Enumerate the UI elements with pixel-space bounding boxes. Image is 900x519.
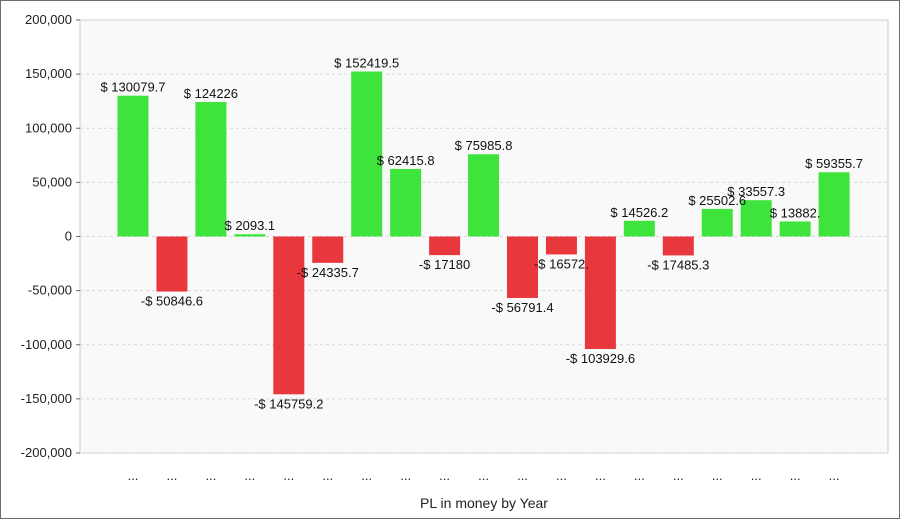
x-tick-label: ...: [790, 468, 801, 483]
x-tick-label: ...: [361, 468, 372, 483]
y-axis: 200,000 150,000 100,000 50,000 0 -50,000 -100,…: [21, 12, 80, 460]
bar: [818, 172, 850, 237]
x-tick-label: ...: [439, 468, 450, 483]
data-labels: $ 130079.7 -$ 50846.6 $ 124226 $ 2093.1 -$ 1…: [100, 56, 863, 412]
bar: [584, 236, 616, 350]
data-label: $ 124226: [184, 86, 238, 101]
x-tick-label: ...: [595, 468, 606, 483]
y-tick-label: 150,000: [25, 66, 72, 81]
data-label: $ 2093.1: [225, 218, 276, 233]
data-label: -$ 16572.: [534, 256, 589, 271]
data-label: $ 25502.6: [688, 193, 746, 208]
x-tick-label: ...: [283, 468, 294, 483]
data-label: $ 62415.8: [377, 153, 435, 168]
bar: [662, 236, 694, 256]
bar: [701, 208, 733, 237]
bar: [779, 221, 811, 237]
bars: [117, 71, 850, 395]
bar: [468, 154, 500, 237]
y-tick-label: -150,000: [21, 391, 72, 406]
x-tick-label: ...: [244, 468, 255, 483]
bar: [740, 200, 772, 237]
x-tick-label: ...: [205, 468, 216, 483]
y-tick-label: 50,000: [32, 174, 72, 189]
x-tick-label: ...: [400, 468, 411, 483]
bar: [545, 236, 577, 255]
bar: [117, 95, 149, 237]
x-tick-label: ...: [751, 468, 762, 483]
data-label: -$ 56791.4: [491, 300, 553, 315]
bar: [312, 236, 344, 263]
x-tick-label: ...: [128, 468, 139, 483]
data-label: $ 59355.7: [805, 156, 863, 171]
data-label: $ 130079.7: [100, 80, 165, 95]
data-label: $ 75985.8: [455, 138, 513, 153]
y-tick-label: 0: [65, 229, 72, 244]
x-tick-label: ...: [322, 468, 333, 483]
data-label: -$ 145759.2: [254, 396, 323, 411]
x-tick-label: ...: [478, 468, 489, 483]
bar: [623, 220, 655, 237]
x-tick-label: ...: [829, 468, 840, 483]
y-tick-label: 100,000: [25, 120, 72, 135]
data-label: $ 33557.3: [727, 184, 785, 199]
x-tick-label: ...: [167, 468, 178, 483]
x-tick-label: ...: [634, 468, 645, 483]
y-tick-label: 200,000: [25, 12, 72, 27]
x-axis-title: PL in money by Year: [420, 495, 548, 511]
bar: [507, 236, 538, 298]
data-label: $ 14526.2: [610, 205, 668, 220]
x-tick-label: ...: [556, 468, 567, 483]
bar: [156, 236, 188, 292]
x-tick-label: ...: [517, 468, 528, 483]
bar: [195, 102, 227, 237]
data-label: -$ 17180: [419, 257, 470, 272]
x-tick-label: ...: [712, 468, 723, 483]
data-label: -$ 50846.6: [141, 294, 203, 309]
bar: [390, 168, 422, 237]
bar: [234, 234, 266, 237]
data-label: -$ 24335.7: [297, 265, 359, 280]
bar: [429, 236, 461, 256]
data-label: -$ 17485.3: [647, 257, 709, 272]
x-tick-label: ...: [673, 468, 684, 483]
y-tick-label: -200,000: [21, 445, 72, 460]
y-tick-label: -50,000: [28, 283, 72, 298]
bar: [351, 71, 383, 237]
data-label: $ 152419.5: [334, 56, 399, 71]
bar: [273, 236, 305, 395]
data-label: $ 13882.: [770, 205, 821, 220]
x-axis: ........................................…: [128, 468, 840, 483]
data-label: -$ 103929.6: [566, 351, 635, 366]
y-tick-label: -100,000: [21, 337, 72, 352]
